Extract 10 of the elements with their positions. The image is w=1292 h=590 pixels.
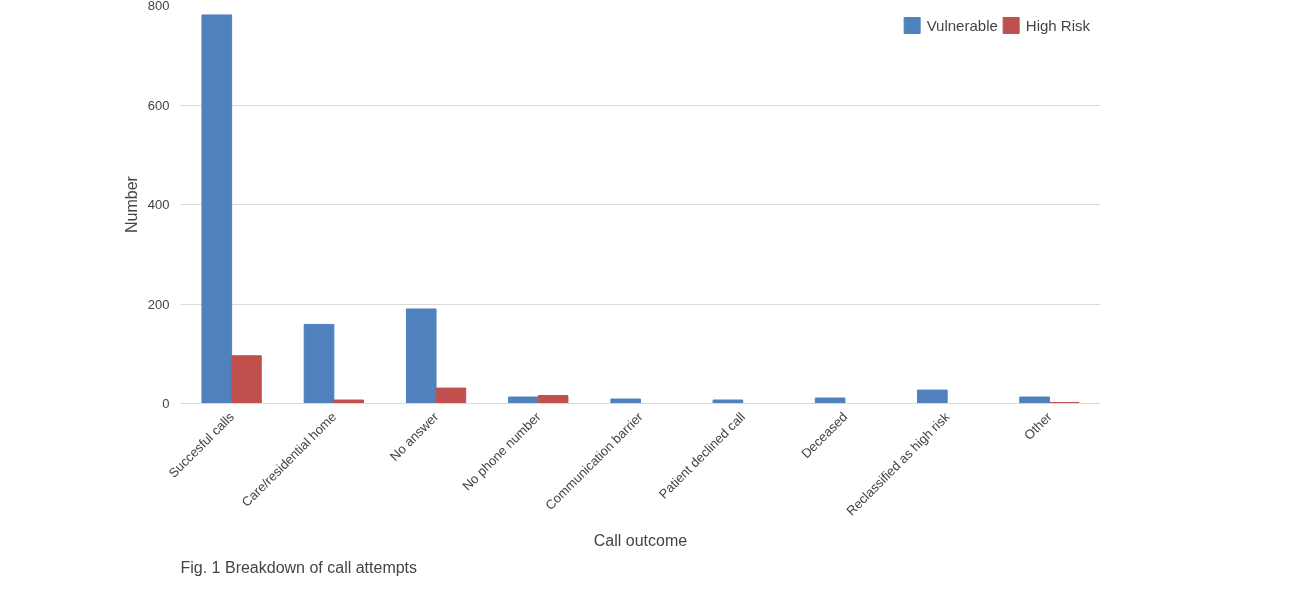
- legend-label: Vulnerable: [926, 16, 998, 34]
- y-tick-label: 200: [147, 296, 170, 312]
- y-tick-label: 600: [147, 97, 170, 113]
- y-tick-label: 400: [147, 197, 170, 212]
- x-axis-title: Call outcome: [593, 531, 688, 549]
- y-tick-label: 800: [147, 0, 170, 13]
- y-tick-label: 0: [162, 396, 170, 411]
- legend-label: High Risk: [1025, 16, 1090, 34]
- y-axis-title: Number: [122, 175, 140, 233]
- caption: Fig. 1 Breakdown of call attempts: [180, 558, 418, 576]
